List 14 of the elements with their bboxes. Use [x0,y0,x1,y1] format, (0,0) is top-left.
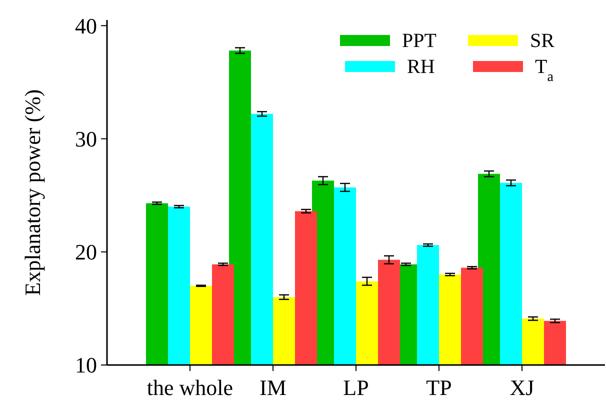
y-tick-label: 10 [75,352,97,378]
y-axis-title: Explanatory power (%) [20,89,45,296]
x-tick-label: IM [260,375,286,400]
y-tick-label: 30 [75,126,97,152]
legend-label: SR [530,30,556,52]
x-tick-label: TP [426,375,452,400]
legend-label: RH [407,56,435,78]
x-tick-label: the whole [146,375,234,400]
y-tick-label: 20 [75,240,97,265]
legend-label: T$_{a}$ [535,56,554,84]
x-tick-label: XJ [510,375,535,400]
x-tick-label: LP [343,375,369,400]
legend-label: PPT [402,30,436,52]
y-tick-label: 40 [75,13,97,38]
